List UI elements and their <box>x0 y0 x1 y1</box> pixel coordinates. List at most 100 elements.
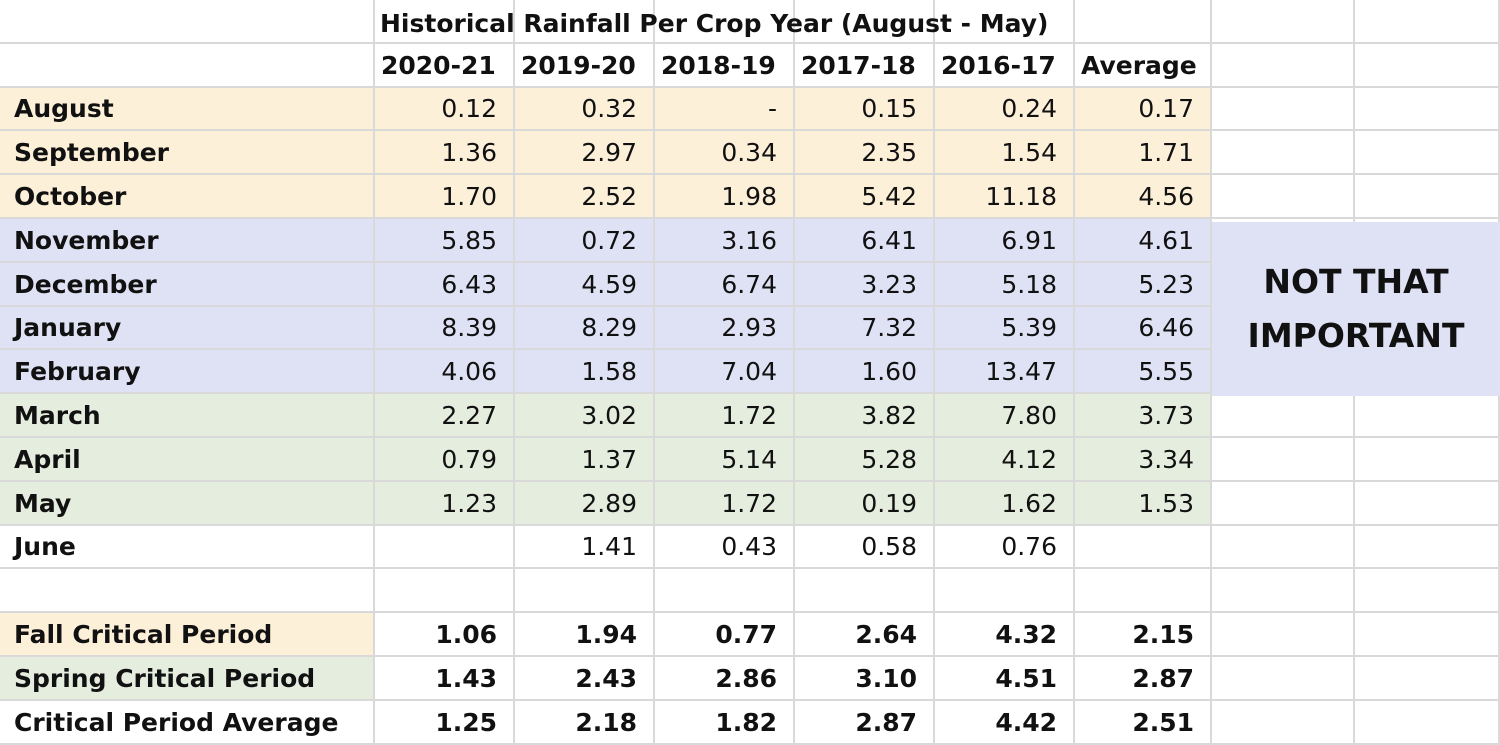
grid-cell[interactable] <box>515 0 655 44</box>
data-cell[interactable]: 4.12 <box>935 438 1075 482</box>
data-cell[interactable]: 0.24 <box>935 88 1075 131</box>
summary-cell[interactable]: 2.86 <box>655 657 795 701</box>
grid-cell[interactable] <box>0 569 375 613</box>
column-header[interactable]: 2019-20 <box>515 44 655 88</box>
data-cell[interactable]: 0.58 <box>795 526 935 569</box>
data-cell[interactable]: 1.62 <box>935 482 1075 526</box>
data-cell[interactable]: 6.43 <box>375 263 515 307</box>
data-cell[interactable]: 0.32 <box>515 88 655 131</box>
data-cell[interactable]: 0.15 <box>795 88 935 131</box>
data-cell[interactable]: 1.41 <box>515 526 655 569</box>
grid-cell[interactable] <box>1212 701 1355 745</box>
row-label[interactable]: June <box>0 526 375 569</box>
grid-cell[interactable] <box>1355 0 1500 44</box>
summary-cell[interactable]: 1.25 <box>375 701 515 745</box>
table-title[interactable]: Historical Rainfall Per Crop Year (Augus… <box>380 9 1049 38</box>
data-cell[interactable]: 5.42 <box>795 175 935 219</box>
grid-cell[interactable] <box>1355 394 1500 438</box>
data-cell[interactable]: 8.39 <box>375 307 515 350</box>
summary-cell[interactable]: 2.87 <box>1075 657 1212 701</box>
summary-cell[interactable]: 4.42 <box>935 701 1075 745</box>
data-cell[interactable]: 1.23 <box>375 482 515 526</box>
data-cell[interactable]: 4.59 <box>515 263 655 307</box>
column-header[interactable]: 2016-17 <box>935 44 1075 88</box>
summary-label[interactable]: Spring Critical Period <box>0 657 375 701</box>
data-cell[interactable]: - <box>655 88 795 131</box>
grid-cell[interactable] <box>1075 0 1212 44</box>
grid-cell[interactable] <box>655 0 795 44</box>
data-cell[interactable]: 11.18 <box>935 175 1075 219</box>
grid-cell[interactable] <box>935 569 1075 613</box>
summary-label[interactable]: Critical Period Average <box>0 701 375 745</box>
data-cell[interactable]: 5.23 <box>1075 263 1212 307</box>
grid-cell[interactable] <box>1212 438 1355 482</box>
grid-cell[interactable] <box>655 569 795 613</box>
data-cell[interactable]: 7.80 <box>935 394 1075 438</box>
data-cell[interactable]: 5.85 <box>375 219 515 263</box>
grid-cell[interactable] <box>1212 657 1355 701</box>
grid-cell[interactable] <box>1355 131 1500 175</box>
note-callout[interactable]: NOT THAT IMPORTANT <box>1212 222 1500 396</box>
grid-cell[interactable] <box>1355 482 1500 526</box>
column-header[interactable]: Average <box>1075 44 1212 88</box>
data-cell[interactable]: 6.46 <box>1075 307 1212 350</box>
grid-cell[interactable] <box>1212 44 1355 88</box>
grid-cell[interactable] <box>1355 613 1500 657</box>
grid-cell[interactable] <box>375 569 515 613</box>
data-cell[interactable]: 6.74 <box>655 263 795 307</box>
data-cell[interactable]: 3.34 <box>1075 438 1212 482</box>
row-label[interactable]: November <box>0 219 375 263</box>
data-cell[interactable]: 3.82 <box>795 394 935 438</box>
data-cell[interactable]: 2.93 <box>655 307 795 350</box>
data-cell[interactable]: 0.79 <box>375 438 515 482</box>
summary-label[interactable]: Fall Critical Period <box>0 613 375 657</box>
grid-cell[interactable] <box>795 569 935 613</box>
grid-cell[interactable] <box>1355 88 1500 131</box>
grid-cell[interactable] <box>1355 569 1500 613</box>
data-cell[interactable]: 0.17 <box>1075 88 1212 131</box>
summary-cell[interactable]: 2.87 <box>795 701 935 745</box>
summary-cell[interactable]: 4.51 <box>935 657 1075 701</box>
data-cell[interactable]: 4.61 <box>1075 219 1212 263</box>
data-cell[interactable]: 1.72 <box>655 482 795 526</box>
grid-cell[interactable] <box>375 0 515 44</box>
grid-cell[interactable] <box>1212 526 1355 569</box>
row-label[interactable]: March <box>0 394 375 438</box>
summary-cell[interactable]: 1.82 <box>655 701 795 745</box>
summary-cell[interactable]: 2.15 <box>1075 613 1212 657</box>
row-label[interactable]: December <box>0 263 375 307</box>
data-cell[interactable] <box>1075 526 1212 569</box>
grid-cell[interactable] <box>0 44 375 88</box>
data-cell[interactable]: 6.91 <box>935 219 1075 263</box>
data-cell[interactable]: 8.29 <box>515 307 655 350</box>
row-label[interactable]: August <box>0 88 375 131</box>
summary-cell[interactable]: 1.43 <box>375 657 515 701</box>
grid-cell[interactable] <box>1212 0 1355 44</box>
grid-cell[interactable] <box>795 0 935 44</box>
data-cell[interactable]: 1.36 <box>375 131 515 175</box>
data-cell[interactable]: 5.55 <box>1075 350 1212 394</box>
data-cell[interactable]: 1.70 <box>375 175 515 219</box>
summary-cell[interactable]: 2.51 <box>1075 701 1212 745</box>
grid-cell[interactable] <box>515 569 655 613</box>
grid-cell[interactable] <box>1212 482 1355 526</box>
summary-cell[interactable]: 2.43 <box>515 657 655 701</box>
row-label[interactable]: September <box>0 131 375 175</box>
grid-cell[interactable] <box>1075 569 1212 613</box>
grid-cell[interactable] <box>1212 88 1355 131</box>
grid-cell[interactable] <box>1212 131 1355 175</box>
row-label[interactable]: February <box>0 350 375 394</box>
row-label[interactable]: January <box>0 307 375 350</box>
data-cell[interactable]: 0.76 <box>935 526 1075 569</box>
row-label[interactable]: April <box>0 438 375 482</box>
grid-cell[interactable] <box>1355 701 1500 745</box>
data-cell[interactable]: 3.16 <box>655 219 795 263</box>
data-cell[interactable]: 13.47 <box>935 350 1075 394</box>
data-cell[interactable]: 2.97 <box>515 131 655 175</box>
grid-cell[interactable] <box>1212 569 1355 613</box>
column-header[interactable]: 2018-19 <box>655 44 795 88</box>
data-cell[interactable]: 5.18 <box>935 263 1075 307</box>
summary-cell[interactable]: 0.77 <box>655 613 795 657</box>
grid-cell[interactable] <box>1212 613 1355 657</box>
data-cell[interactable]: 2.35 <box>795 131 935 175</box>
